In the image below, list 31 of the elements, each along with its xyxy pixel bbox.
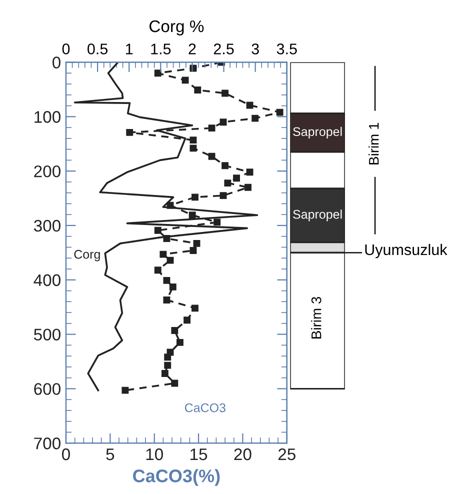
series-label: Sapropel bbox=[293, 126, 342, 139]
series-label: CaCO3 bbox=[184, 403, 226, 412]
series-label: Sapropel bbox=[293, 210, 342, 222]
x2-tick-label: 2.5 bbox=[214, 44, 234, 54]
x2-axis-title: Corg % bbox=[149, 20, 204, 36]
y-tick-label: 0 bbox=[52, 56, 60, 68]
x-tick-label: 20 bbox=[234, 448, 252, 460]
series-label: Corg bbox=[74, 250, 100, 262]
x2-tick-label: 1 bbox=[126, 44, 133, 54]
y-tick-label: 500 bbox=[34, 328, 60, 340]
x-axis-title: CaCO3(%) bbox=[133, 469, 220, 486]
annotation: Birim 3 bbox=[311, 296, 322, 338]
x-tick-label: 10 bbox=[146, 448, 163, 460]
x2-tick-label: 2 bbox=[188, 44, 196, 54]
x2-tick-label: 0 bbox=[62, 44, 70, 54]
x2-tick-label: 3.5 bbox=[276, 44, 297, 54]
x2-tick-label: 3 bbox=[252, 44, 259, 54]
y-tick-label: 600 bbox=[34, 383, 60, 395]
y-tick-label: 100 bbox=[34, 111, 60, 123]
text: Birim 1 bbox=[368, 122, 379, 164]
x-tick-label: 0 bbox=[62, 448, 70, 460]
y-tick-label: 200 bbox=[34, 165, 60, 178]
y-tick-label: 700 bbox=[34, 438, 60, 450]
x2-tick-label: 0.5 bbox=[88, 44, 108, 54]
x-tick-label: 5 bbox=[106, 448, 114, 460]
y-tick-label: 300 bbox=[34, 220, 60, 232]
x-tick-label: 25 bbox=[278, 448, 296, 460]
text: Uyumsuzluk bbox=[365, 244, 448, 258]
x2-tick-label: 1.5 bbox=[151, 44, 171, 54]
x-tick-label: 15 bbox=[190, 448, 208, 460]
y-tick-label: 400 bbox=[34, 274, 60, 286]
